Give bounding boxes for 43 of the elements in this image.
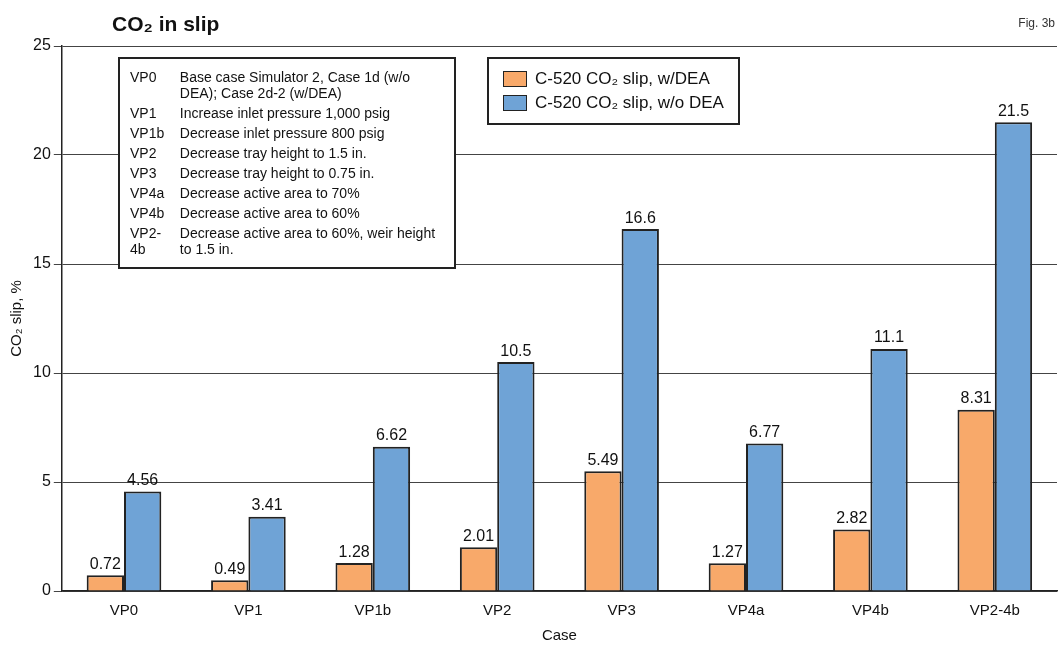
x-tick-label: VP2 xyxy=(483,601,512,619)
x-tick-label: VP0 xyxy=(109,601,139,619)
data-label: 1.28 xyxy=(338,542,370,560)
data-label: 6.62 xyxy=(375,426,408,444)
y-tick-label: 5 xyxy=(41,472,51,490)
x-tick-label: VP1 xyxy=(234,601,263,619)
annotation: VP4a Decrease active area to 70% xyxy=(129,184,361,203)
caption: Fig. 3b xyxy=(1018,16,1055,30)
x-axis-title: Case xyxy=(541,626,577,644)
x-tick-label: VP4a xyxy=(727,601,765,619)
y-tick-label: 15 xyxy=(33,254,51,272)
data-label: 5.49 xyxy=(587,450,619,468)
data-label: 1.27 xyxy=(711,542,744,560)
legend-label: C-520 CO₂ slip, w/o DEA xyxy=(535,93,724,113)
data-label: 10.5 xyxy=(500,341,532,359)
data-label: 11.1 xyxy=(874,328,905,346)
text: VP2-4b Decrease active area to 60%, weir height to 1.5 in. xyxy=(130,225,436,257)
chart-title: CO₂ in slip xyxy=(112,12,220,36)
text: VP0 Base case Simulator 2, Case 1d (w/o DEA); Case 2d-2 (w/DEA) xyxy=(130,69,411,101)
data-label: 2.82 xyxy=(836,508,868,526)
data-label: 0.49 xyxy=(214,559,246,577)
y-tick-label: 20 xyxy=(33,145,51,163)
y-tick-label: 10 xyxy=(33,363,51,381)
text: VP3 Decrease tray height to 0.75 in. xyxy=(130,165,375,181)
x-tick-label: VP3 xyxy=(607,601,636,619)
annotation: VP4b Decrease active area to 60% xyxy=(129,204,361,223)
data-label: 3.41 xyxy=(251,496,283,514)
x-tick-label: VP4b xyxy=(852,601,889,619)
y-tick-label: 25 xyxy=(33,36,51,54)
text: VP1 Increase inlet pressure 1,000 psig xyxy=(130,105,390,121)
legend-label: C-520 CO₂ slip, w/DEA xyxy=(535,69,710,89)
text: VP2 Decrease tray height to 1.5 in. xyxy=(130,145,367,161)
x-tick-label: VP2-4b xyxy=(969,601,1020,619)
data-label: 21.5 xyxy=(997,101,1030,119)
data-label: 8.31 xyxy=(960,389,992,407)
y-tick-label: 0 xyxy=(41,581,51,599)
y-axis-title: CO₂ slip, % xyxy=(7,280,25,357)
data-label: 6.77 xyxy=(749,422,781,440)
x-tick-label: VP1b xyxy=(354,601,392,619)
annotation: VP1b Decrease inlet pressure 800 psig xyxy=(129,124,386,143)
data-label: 2.01 xyxy=(462,526,495,544)
data-label: 16.6 xyxy=(624,208,656,226)
data-label: 0.72 xyxy=(89,554,122,572)
